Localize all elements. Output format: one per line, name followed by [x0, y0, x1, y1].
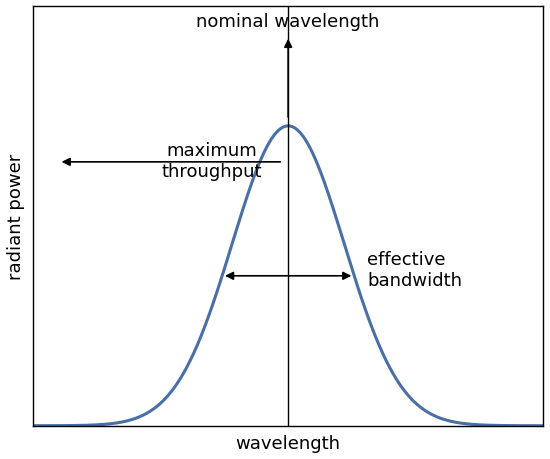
- X-axis label: wavelength: wavelength: [235, 434, 340, 452]
- Text: nominal wavelength: nominal wavelength: [196, 13, 380, 31]
- Text: maximum
throughput: maximum throughput: [162, 141, 262, 180]
- Y-axis label: radiant power: radiant power: [7, 153, 25, 280]
- Text: effective
bandwidth: effective bandwidth: [367, 251, 462, 290]
